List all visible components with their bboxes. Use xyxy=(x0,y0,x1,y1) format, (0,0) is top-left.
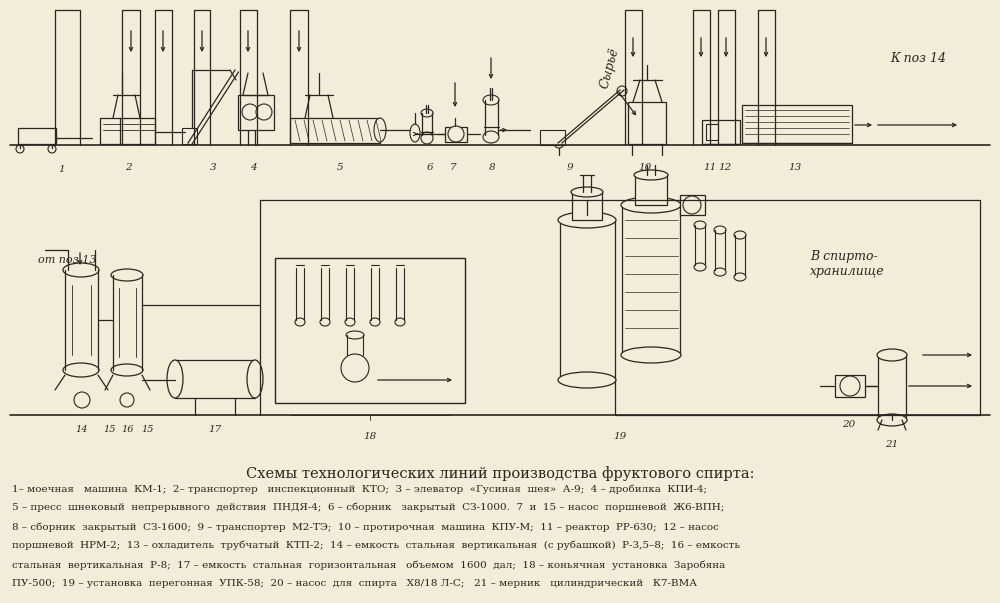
Ellipse shape xyxy=(621,197,681,213)
Text: ПУ-500;  19 – установка  перегонная  УПК-58;  20 – насос  для  спирта   Х8/18 Л-: ПУ-500; 19 – установка перегонная УПК-58… xyxy=(12,579,697,588)
Circle shape xyxy=(617,86,627,96)
Text: В спирто-
хранилище: В спирто- хранилище xyxy=(810,250,885,278)
Ellipse shape xyxy=(247,360,263,398)
Circle shape xyxy=(683,196,701,214)
Text: 17: 17 xyxy=(208,425,222,434)
Bar xyxy=(445,127,467,142)
Bar xyxy=(100,118,155,144)
Text: 3: 3 xyxy=(210,163,216,172)
Ellipse shape xyxy=(558,372,616,388)
Ellipse shape xyxy=(374,118,386,142)
Text: 12: 12 xyxy=(718,163,732,172)
Bar xyxy=(290,118,380,143)
Ellipse shape xyxy=(694,263,706,271)
Bar xyxy=(702,120,740,144)
Text: 13: 13 xyxy=(788,163,802,172)
Text: 4: 4 xyxy=(250,163,256,172)
Ellipse shape xyxy=(345,318,355,326)
Text: 5 – пресс  шнековый  непрерывного  действия  ПНДЯ-4;  6 – сборник   закрытый  СЗ: 5 – пресс шнековый непрерывного действия… xyxy=(12,503,724,513)
Ellipse shape xyxy=(320,318,330,326)
Text: 11: 11 xyxy=(703,163,717,172)
Ellipse shape xyxy=(341,354,369,382)
Ellipse shape xyxy=(714,268,726,276)
Ellipse shape xyxy=(111,269,143,281)
Bar xyxy=(560,220,615,380)
Circle shape xyxy=(242,104,258,120)
Text: К поз 14: К поз 14 xyxy=(890,52,946,65)
Text: стальная  вертикальная  Р-8;  17 – емкость  стальная  горизонтальная   объемом  : стальная вертикальная Р-8; 17 – емкость … xyxy=(12,560,725,569)
Bar xyxy=(175,360,255,398)
Bar xyxy=(540,130,565,145)
Ellipse shape xyxy=(63,363,99,377)
Bar xyxy=(572,192,602,220)
Bar xyxy=(706,124,718,140)
Ellipse shape xyxy=(295,318,305,326)
Circle shape xyxy=(554,138,564,148)
Ellipse shape xyxy=(111,364,143,376)
Text: от поз 13: от поз 13 xyxy=(38,255,96,265)
Ellipse shape xyxy=(346,331,364,339)
Circle shape xyxy=(256,104,272,120)
Ellipse shape xyxy=(734,231,746,239)
Ellipse shape xyxy=(634,170,668,180)
Ellipse shape xyxy=(395,318,405,326)
Ellipse shape xyxy=(571,187,603,197)
Circle shape xyxy=(120,393,134,407)
Text: 7: 7 xyxy=(450,163,456,172)
Text: 8: 8 xyxy=(489,163,495,172)
Ellipse shape xyxy=(421,132,433,144)
Bar xyxy=(742,105,852,143)
Ellipse shape xyxy=(63,263,99,277)
Bar xyxy=(878,355,906,420)
Text: 1: 1 xyxy=(59,165,65,174)
Ellipse shape xyxy=(877,349,907,361)
Text: 1– моечная   машина  КМ-1;  2– транспортер   инспекционный  КТО;  3 – элеватор  : 1– моечная машина КМ-1; 2– транспортер и… xyxy=(12,484,707,493)
Text: 18: 18 xyxy=(363,432,377,441)
Text: поршневой  НРМ-2;  13 – охладитель  трубчатый  КТП-2;  14 – емкость  стальная  в: поршневой НРМ-2; 13 – охладитель трубчат… xyxy=(12,541,740,551)
Ellipse shape xyxy=(421,109,433,117)
Ellipse shape xyxy=(167,360,183,398)
Text: 6: 6 xyxy=(427,163,433,172)
Text: 5: 5 xyxy=(337,163,343,172)
Ellipse shape xyxy=(714,226,726,234)
Ellipse shape xyxy=(877,414,907,426)
Circle shape xyxy=(448,126,464,142)
Text: 14: 14 xyxy=(76,425,88,434)
Ellipse shape xyxy=(558,212,616,228)
Bar xyxy=(238,95,274,130)
Circle shape xyxy=(16,145,24,153)
Bar xyxy=(628,102,666,144)
Text: 10: 10 xyxy=(638,163,652,172)
Bar xyxy=(622,205,680,355)
Circle shape xyxy=(48,145,56,153)
Text: 2: 2 xyxy=(125,163,131,172)
Bar xyxy=(835,375,865,397)
Ellipse shape xyxy=(483,131,499,143)
Ellipse shape xyxy=(694,221,706,229)
Ellipse shape xyxy=(410,124,420,142)
Ellipse shape xyxy=(621,347,681,363)
Text: 16: 16 xyxy=(122,425,134,434)
Bar xyxy=(275,258,465,403)
Bar xyxy=(680,195,705,215)
Text: 19: 19 xyxy=(613,432,627,441)
Circle shape xyxy=(74,392,90,408)
Text: 8 – сборник  закрытый  СЗ-1600;  9 – транспортер  М2-ТЭ;  10 – протирочная  маши: 8 – сборник закрытый СЗ-1600; 9 – трансп… xyxy=(12,522,719,531)
Text: 15: 15 xyxy=(104,425,116,434)
Text: 21: 21 xyxy=(885,440,899,449)
Text: 20: 20 xyxy=(842,420,856,429)
Ellipse shape xyxy=(370,318,380,326)
Ellipse shape xyxy=(483,95,499,105)
Circle shape xyxy=(840,376,860,396)
Ellipse shape xyxy=(734,273,746,281)
Text: 15: 15 xyxy=(142,425,154,434)
Bar xyxy=(18,128,56,144)
Text: Схемы технологических линий производства фруктового спирта:: Схемы технологических линий производства… xyxy=(246,466,754,481)
Bar xyxy=(635,175,667,205)
Text: Сырьё: Сырьё xyxy=(598,46,621,90)
Text: 9: 9 xyxy=(567,163,573,172)
Bar xyxy=(182,128,197,144)
